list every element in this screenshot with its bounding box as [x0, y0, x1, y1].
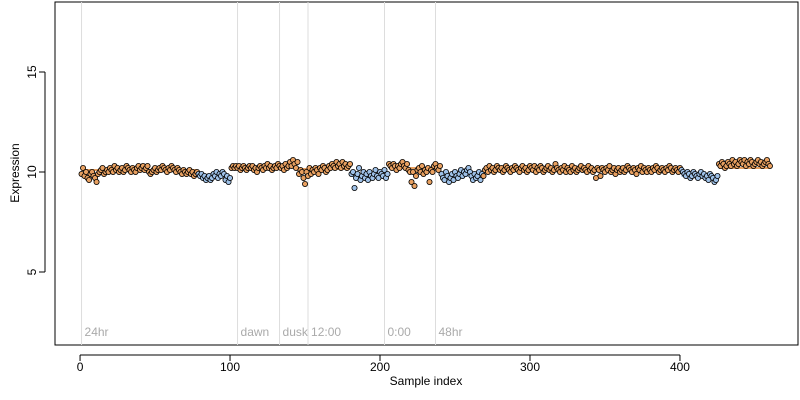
point [86, 176, 93, 183]
x-tick-label: 400 [670, 360, 690, 374]
point [597, 172, 604, 179]
point [408, 178, 415, 185]
point [315, 170, 322, 177]
x-tick-label: 100 [220, 360, 240, 374]
point [294, 158, 301, 165]
y-tick-label: 15 [25, 65, 39, 79]
point [426, 178, 433, 185]
point [356, 164, 363, 171]
y-axis-label: Expression [8, 143, 22, 202]
annotation-label: 12:00 [311, 325, 341, 339]
annotation-label: dusk [283, 325, 309, 339]
plot-box [54, 1, 799, 346]
annotation-label: dawn [241, 325, 270, 339]
point [714, 172, 721, 179]
point [477, 176, 484, 183]
annotation-label: 48hr [438, 325, 462, 339]
point [766, 162, 773, 169]
point [419, 162, 426, 169]
point [436, 162, 443, 169]
y-tick-label: 5 [25, 268, 39, 275]
annotation-label: 24hr [85, 325, 109, 339]
point [302, 180, 309, 187]
point [404, 160, 411, 167]
point [93, 178, 100, 185]
point [351, 184, 358, 191]
point [381, 166, 388, 173]
x-axis-label: Sample index [390, 374, 463, 388]
point [144, 162, 151, 169]
point [480, 172, 487, 179]
x-tick-label: 300 [520, 360, 540, 374]
point [429, 168, 436, 175]
point [413, 172, 420, 179]
point [384, 170, 391, 177]
point [633, 170, 640, 177]
point [411, 182, 418, 189]
annotation-label: 0:00 [388, 325, 412, 339]
y-tick-label: 10 [25, 165, 39, 179]
point [347, 160, 354, 167]
x-tick-label: 0 [77, 360, 84, 374]
point [227, 174, 234, 181]
point [80, 164, 87, 171]
x-tick-label: 200 [370, 360, 390, 374]
